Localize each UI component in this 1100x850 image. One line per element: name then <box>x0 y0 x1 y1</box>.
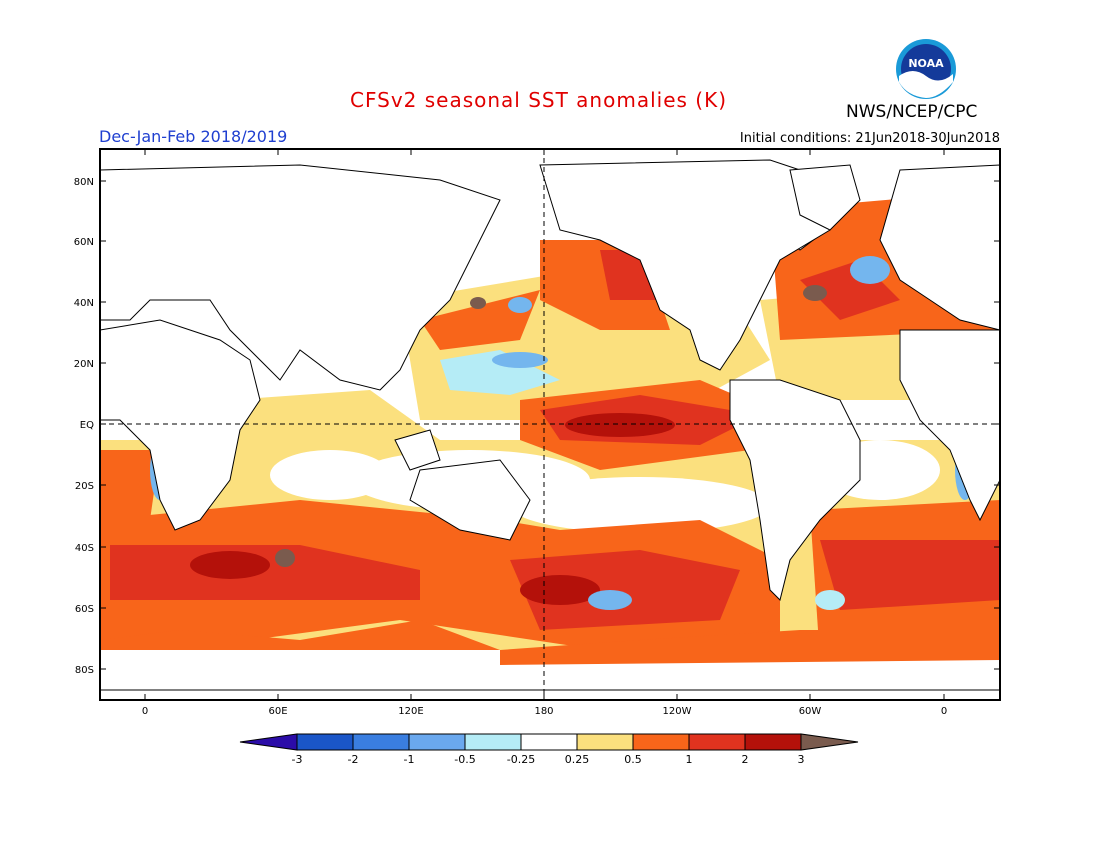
colorbar-swatch <box>296 733 354 751</box>
lon-tick-label: 120W <box>663 706 692 717</box>
indian-ocean-weak-warm <box>230 390 440 470</box>
lat-tick-label: EQ <box>80 420 94 431</box>
south-indian-strong-warm <box>110 545 420 600</box>
colorbar-swatch <box>464 733 522 751</box>
colorbar-tick-label: -0.25 <box>507 753 535 766</box>
colorbar-right-arrow <box>800 733 859 751</box>
season-label: Dec-Jan-Feb 2018/2019 <box>99 127 288 146</box>
antarctic-margin-warm-east <box>500 630 1000 665</box>
colorbar-swatch <box>688 733 746 751</box>
lon-tick-label: 0 <box>142 706 148 717</box>
antarctic-margin-warm-west <box>100 620 500 650</box>
lon-tick-label: 60W <box>799 706 822 717</box>
tropical-north-pacific-cool <box>440 350 560 395</box>
south-pacific-cool-spot <box>588 590 632 610</box>
colorbar-tick-label: 3 <box>798 753 805 766</box>
lat-tick-label: 60S <box>75 604 94 615</box>
colorbar-swatch <box>408 733 466 751</box>
colorbar-tick-label: -3 <box>292 753 303 766</box>
colorbar-swatch <box>576 733 634 751</box>
colorbar-swatch <box>352 733 410 751</box>
south-atlantic-strong-warm <box>820 540 1000 610</box>
africa-east-landmass <box>899 329 1000 522</box>
kuroshio-extension-cool <box>508 297 532 313</box>
south-america-landmass <box>729 379 861 601</box>
colorbar-swatch <box>744 733 802 751</box>
lon-tick-label: 60E <box>268 706 287 717</box>
extreme-warm-spot-japan <box>470 297 486 309</box>
extreme-warm-spot-gulf-stream <box>803 285 827 301</box>
lat-tick-label: 20N <box>74 359 94 370</box>
borneo-island <box>394 429 441 471</box>
continents <box>100 159 1000 700</box>
lat-tick-label: 40S <box>75 543 94 554</box>
colorbar-tick-label: 0.5 <box>624 753 642 766</box>
colorbar-swatch <box>632 733 690 751</box>
southeast-atlantic-moderate-warm <box>100 450 160 520</box>
colorbar-tick-label: -2 <box>348 753 359 766</box>
initial-conditions-label: Initial conditions: 21Jun2018-30Jun2018 <box>739 131 1000 146</box>
colorbar-tick-label: 0.25 <box>565 753 590 766</box>
map-title: CFSv2 seasonal SST anomalies (K) <box>350 88 727 112</box>
colorbar-swatch <box>520 733 578 751</box>
south-atlantic-cool <box>815 590 845 610</box>
lon-tick-label: 180 <box>534 706 553 717</box>
greenland-landmass <box>789 164 861 231</box>
lat-tick-label: 40N <box>74 298 94 309</box>
neutral-zone-indian <box>270 450 390 500</box>
eurasia-landmass <box>100 164 501 391</box>
noaa-logo-wave <box>899 71 953 98</box>
antarctica-landmass <box>100 689 1000 700</box>
noaa-logo: NOAA <box>896 39 956 99</box>
lon-tick-label: 0 <box>941 706 947 717</box>
colorbar-tick-label: -1 <box>404 753 415 766</box>
lat-tick-label: 60N <box>74 237 94 248</box>
lat-tick-label: 80N <box>74 177 94 188</box>
south-pacific-strong-warm <box>510 550 740 630</box>
colorbar-left-arrow <box>239 733 298 751</box>
lat-tick-label: 80S <box>75 665 94 676</box>
colorbar-tick-label: -0.5 <box>454 753 475 766</box>
north-atlantic-cool <box>850 256 890 284</box>
south-pacific-very-strong-warm <box>520 575 600 605</box>
lat-tick-label: 20S <box>75 481 94 492</box>
noaa-logo-text: NOAA <box>908 57 944 70</box>
lon-tick-label: 120E <box>398 706 423 717</box>
latitude-axis: 80N 60N 40N 20N EQ 20S 40S 60S 80S <box>74 177 1000 676</box>
agency-label: NWS/NCEP/CPC <box>846 102 978 122</box>
tropical-north-pacific-cooler <box>492 352 548 368</box>
europe-east-landmass <box>879 164 1000 331</box>
colorbar-tick-label: 1 <box>686 753 693 766</box>
africa-landmass <box>100 319 261 531</box>
neutral-zone-south-pacific <box>510 477 770 533</box>
longitude-axis: 0 60E 120E 180 120W 60W 0 <box>142 149 947 717</box>
australia-landmass <box>409 459 531 541</box>
colorbar-tick-label: 2 <box>742 753 749 766</box>
nino34-very-strong-warm <box>565 413 675 437</box>
south-indian-very-strong-warm <box>190 551 270 579</box>
extreme-warm-spot-indian <box>275 549 295 567</box>
